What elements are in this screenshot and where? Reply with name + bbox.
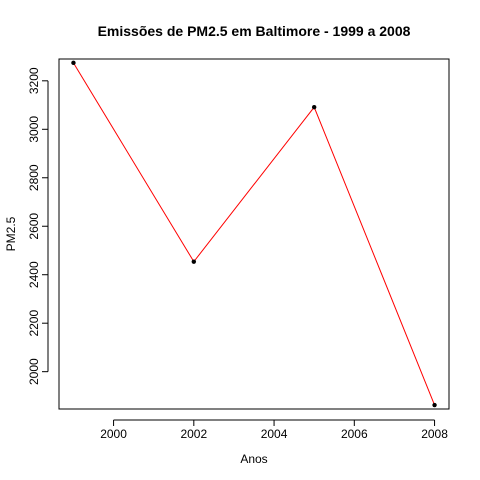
data-point — [71, 60, 76, 66]
y-tick-label: 2400 — [27, 261, 41, 288]
y-tick-label: 2200 — [27, 310, 41, 337]
y-tick-label: 2800 — [27, 164, 41, 191]
data-point — [432, 402, 437, 408]
y-tick-label: 3200 — [27, 67, 41, 94]
y-tick-label: 2600 — [27, 213, 41, 240]
series-line — [73, 62, 436, 406]
x-tick-label: 2000 — [100, 427, 127, 441]
y-tick-label: 2000 — [27, 358, 41, 385]
y-axis-label: PM2.5 — [4, 216, 18, 251]
x-tick-label: 2006 — [341, 427, 368, 441]
y-axis: 2000 2200 2400 2600 2800 3000 3200 — [27, 67, 49, 385]
chart-title: Emissões de PM2.5 em Baltimore - 1999 a … — [98, 23, 411, 39]
series-layer — [71, 60, 437, 408]
x-tick-label: 2004 — [261, 427, 288, 441]
data-point — [191, 259, 197, 264]
x-tick-label: 2002 — [180, 427, 207, 441]
x-axis-label: Anos — [240, 452, 267, 466]
plot-area-frame — [58, 58, 450, 410]
data-point — [311, 104, 317, 110]
x-axis: 2000 2002 2004 2006 2008 — [100, 419, 448, 441]
y-tick-label: 3000 — [27, 116, 41, 143]
x-tick-label: 2008 — [421, 427, 448, 441]
